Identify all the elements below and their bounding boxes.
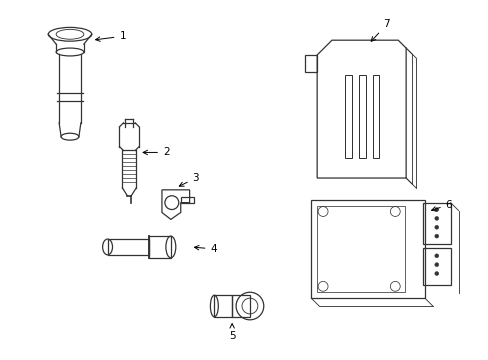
Text: 5: 5 — [228, 324, 235, 341]
Text: 2: 2 — [143, 148, 169, 157]
Circle shape — [434, 254, 438, 258]
Text: 1: 1 — [95, 31, 126, 41]
Text: 3: 3 — [179, 173, 199, 186]
Text: 4: 4 — [194, 244, 217, 254]
Circle shape — [434, 263, 438, 267]
Circle shape — [434, 271, 438, 275]
Circle shape — [434, 234, 438, 238]
Text: 6: 6 — [431, 199, 451, 211]
Circle shape — [434, 208, 438, 212]
Circle shape — [434, 225, 438, 229]
Text: 7: 7 — [370, 19, 389, 41]
Circle shape — [434, 216, 438, 220]
